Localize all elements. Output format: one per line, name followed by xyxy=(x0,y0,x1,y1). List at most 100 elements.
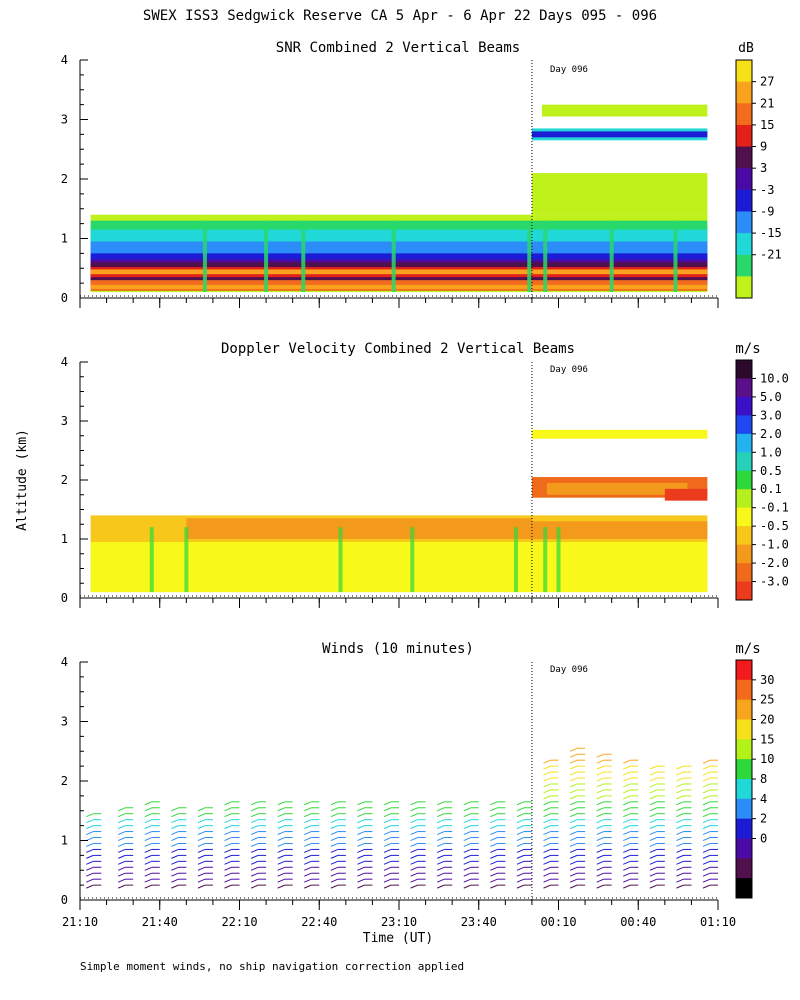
wind-barb xyxy=(702,783,711,788)
doppler-streak xyxy=(410,527,415,593)
y-tick-label: 3 xyxy=(61,113,68,127)
wind-barb xyxy=(676,789,684,794)
y-tick-label: 1 xyxy=(61,232,68,246)
wind-barb xyxy=(277,872,285,877)
wind-barb xyxy=(702,759,711,764)
wind-barb xyxy=(171,866,179,871)
wind-barb xyxy=(676,765,684,770)
wind-barb xyxy=(436,843,445,847)
wind-barb xyxy=(569,837,578,841)
wind-barb xyxy=(410,860,418,865)
colorbar-swatch xyxy=(736,81,752,104)
wind-barb xyxy=(410,884,418,889)
wind-barb xyxy=(144,854,152,859)
wind-barb xyxy=(676,860,684,865)
colorbar-tick-label: -3.0 xyxy=(760,575,789,589)
wind-barb xyxy=(569,789,578,794)
wind-barb xyxy=(86,866,94,871)
wind-barb xyxy=(224,801,232,806)
wind-barb xyxy=(86,848,94,853)
wind-barb xyxy=(383,831,392,836)
wind-barb xyxy=(702,765,711,770)
winds-day-marker: Day 096 xyxy=(550,665,588,675)
wind-barb xyxy=(569,813,578,818)
wind-barb xyxy=(357,819,365,824)
colorbar-tick-label: 30 xyxy=(760,673,774,687)
colorbar-swatch xyxy=(736,124,752,148)
winds-panel-title: Winds (10 minutes) xyxy=(322,641,474,657)
snr-upper-layer xyxy=(531,173,708,215)
colorbar-tick-label: -1.0 xyxy=(760,538,789,552)
colorbar-tick-label: 27 xyxy=(760,75,774,89)
wind-barb xyxy=(649,872,658,877)
colorbar-swatch xyxy=(736,433,752,453)
wind-barb xyxy=(516,825,525,830)
wind-barb xyxy=(304,884,312,889)
wind-barb xyxy=(250,813,259,818)
wind-barb xyxy=(304,819,312,824)
wind-barb xyxy=(676,884,684,889)
doppler-upper-layer xyxy=(531,429,708,439)
wind-barb xyxy=(357,825,365,830)
wind-barb xyxy=(596,759,604,764)
colorbar-swatch xyxy=(736,452,752,472)
y-tick-label: 2 xyxy=(61,172,68,186)
colorbar-swatch xyxy=(736,489,752,509)
x-tick-label: 00:40 xyxy=(620,915,656,929)
colorbar-swatch xyxy=(736,378,752,398)
wind-barb xyxy=(569,860,578,865)
wind-barb xyxy=(543,843,551,847)
colorbar-tick-label: -0.5 xyxy=(760,519,789,533)
wind-barb xyxy=(436,807,445,812)
wind-barb xyxy=(117,878,126,883)
snr-band xyxy=(90,269,708,275)
y-tick-label: 1 xyxy=(61,532,68,546)
colorbar-swatch xyxy=(736,838,752,859)
wind-barb xyxy=(569,831,578,836)
doppler-streak xyxy=(338,527,343,593)
wind-barb xyxy=(410,831,418,836)
wind-barb xyxy=(649,878,658,883)
wind-barb xyxy=(224,807,232,812)
colorbar-swatch xyxy=(736,60,752,83)
wind-barb xyxy=(330,848,339,853)
wind-barb xyxy=(357,837,365,841)
wind-barb xyxy=(383,866,392,871)
wind-barb xyxy=(490,831,498,836)
wind-barb xyxy=(86,884,94,889)
wind-barb xyxy=(569,783,578,788)
wind-barb xyxy=(171,831,179,836)
wind-barb xyxy=(649,801,658,806)
wind-barb xyxy=(117,819,126,824)
wind-barb xyxy=(383,813,392,818)
wind-barb xyxy=(357,848,365,853)
snr-axes: 0 1 2 3 4 xyxy=(61,53,719,308)
main-title: SWEX ISS3 Sedgwick Reserve CA 5 Apr - 6 … xyxy=(143,8,657,24)
wind-barb xyxy=(623,759,631,764)
wind-barb xyxy=(330,807,339,812)
wind-barb xyxy=(463,866,471,871)
wind-barb xyxy=(117,872,126,877)
wind-barb xyxy=(490,801,498,806)
wind-barb xyxy=(676,866,684,871)
wind-barb xyxy=(250,819,259,824)
wind-barb xyxy=(410,837,418,841)
colorbar-tick-label: 9 xyxy=(760,140,767,154)
wind-barb xyxy=(86,813,94,818)
wind-barb xyxy=(304,837,312,841)
wind-barb xyxy=(676,777,684,782)
wind-barb xyxy=(250,807,259,812)
wind-barb xyxy=(569,884,578,889)
wind-barb xyxy=(623,831,631,836)
wind-barb xyxy=(304,825,312,830)
y-tick-label: 4 xyxy=(61,53,68,67)
wind-barb xyxy=(436,848,445,853)
wind-barb xyxy=(569,753,578,758)
wind-barb xyxy=(490,854,498,859)
wind-barb xyxy=(383,860,392,865)
wind-barb xyxy=(543,783,551,788)
wind-barb xyxy=(171,813,179,818)
wind-barb xyxy=(569,765,578,770)
snr-streak xyxy=(543,220,548,293)
wind-barb xyxy=(250,884,259,889)
